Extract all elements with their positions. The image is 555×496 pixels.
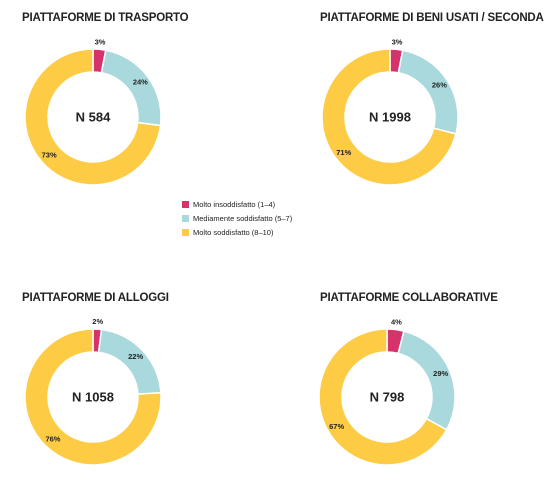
center-label: N 1998: [369, 109, 411, 124]
value-label: 4%: [391, 318, 402, 327]
value-label: 24%: [133, 78, 148, 87]
value-label: 76%: [45, 435, 60, 444]
donut-segment: [24, 328, 162, 466]
legend-label: Molto soddisfatto (8–10): [193, 228, 274, 237]
value-label: 67%: [329, 422, 344, 431]
center-label: N 1058: [72, 389, 114, 404]
chart-title: PIATTAFORME DI TRASPORTO: [22, 12, 189, 24]
legend-swatch: [182, 201, 189, 208]
value-label: 71%: [336, 148, 351, 157]
donut-segment: [321, 48, 457, 186]
chart-title: PIATTAFORME DI ALLOGGI: [22, 292, 169, 304]
chart-title: PIATTAFORME COLLABORATIVE: [320, 292, 498, 304]
value-label: 26%: [432, 81, 447, 90]
value-label: 22%: [128, 352, 143, 361]
donut-segment: [100, 49, 162, 127]
donut-segment: [397, 330, 456, 431]
center-label: N 584: [76, 109, 111, 124]
chart-title: PIATTAFORME DI BENI USATI / SECONDA: [320, 12, 544, 24]
legend-swatch: [182, 215, 189, 222]
legend-swatch: [182, 229, 189, 236]
value-label: 29%: [433, 369, 448, 378]
donut-segment: [97, 328, 162, 395]
donut-segment: [24, 48, 162, 186]
value-label: 73%: [42, 151, 57, 160]
legend-label: Molto insoddisfatto (1–4): [193, 200, 276, 209]
donut-segment: [318, 328, 448, 466]
value-label: 3%: [95, 37, 106, 46]
center-label: N 798: [370, 389, 405, 404]
legend-label: Mediamente soddisfatto (5–7): [193, 214, 293, 223]
value-label: 3%: [392, 37, 403, 46]
value-label: 2%: [92, 317, 103, 326]
